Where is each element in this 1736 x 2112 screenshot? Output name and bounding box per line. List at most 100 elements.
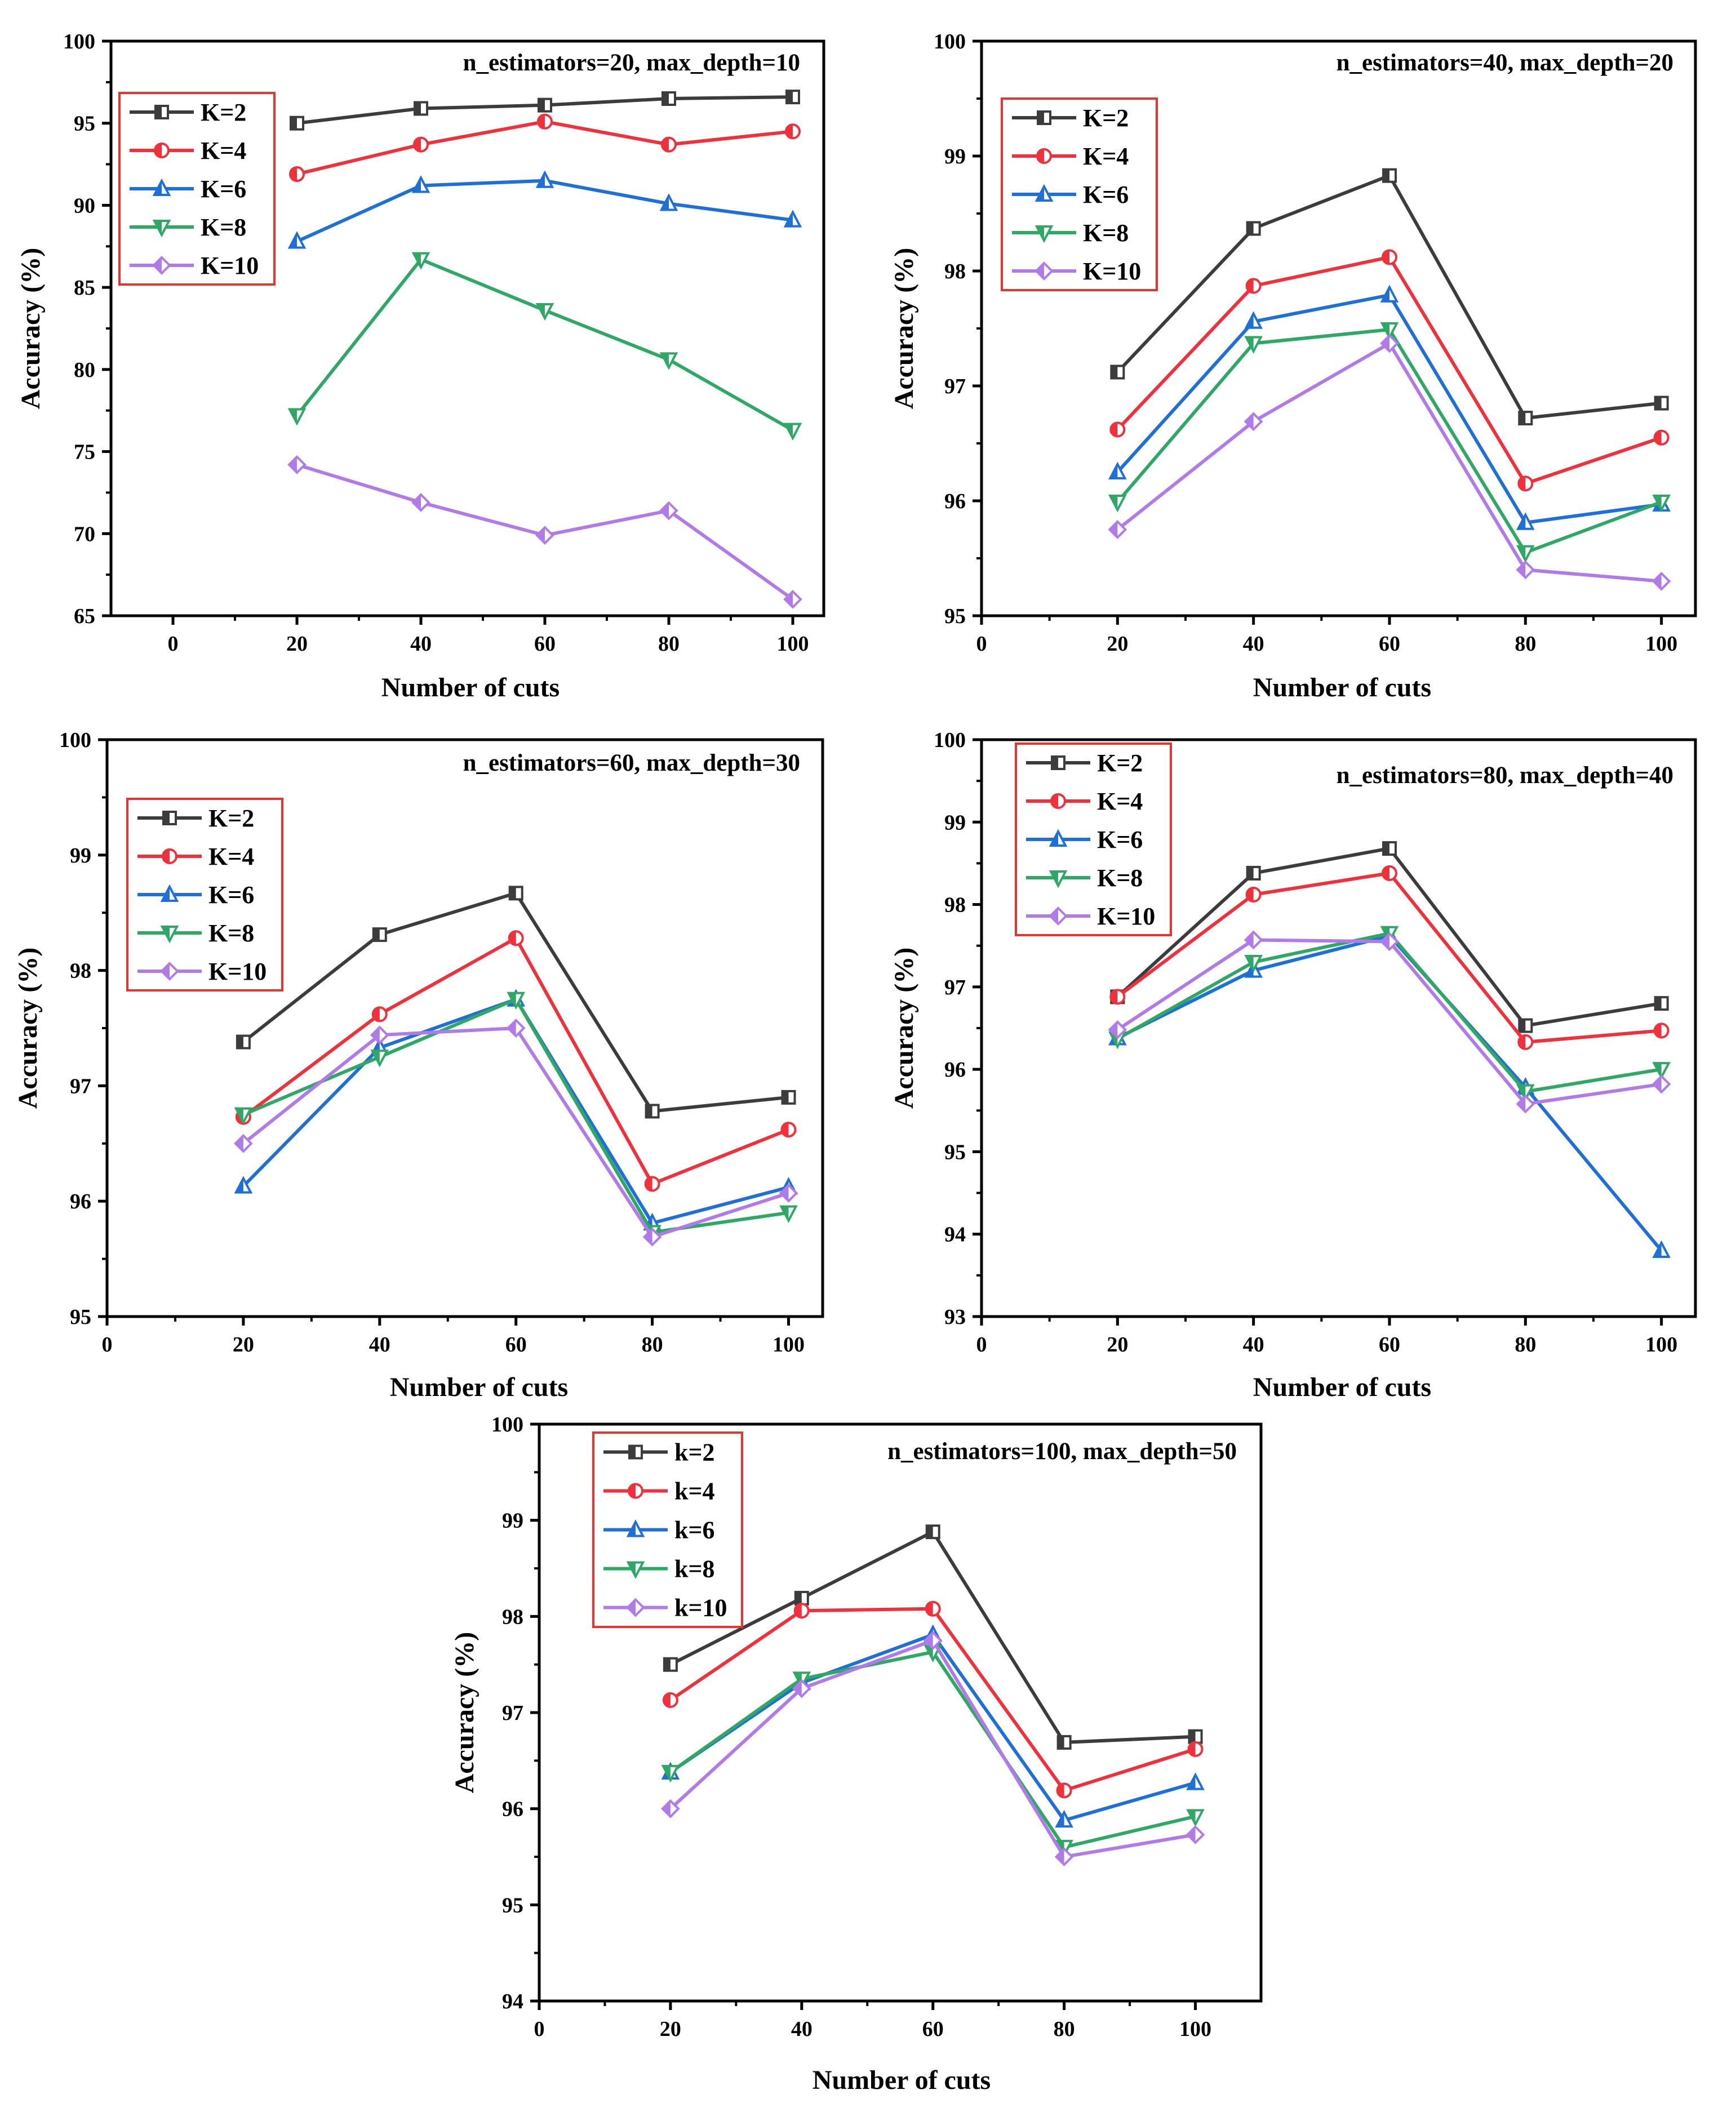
y-tick-label: 96 xyxy=(502,1798,523,1821)
x-tick-label: 100 xyxy=(1179,2017,1211,2041)
legend-label-k=4: k=4 xyxy=(674,1478,715,1505)
series-line-K=10 xyxy=(1116,341,1662,583)
y-tick-label: 90 xyxy=(74,194,95,217)
chart-panel-3: 95 96 97 98 99 100 0 20 40 60 80 100 Number of cuts A… xyxy=(13,728,824,1402)
y-tick-label: 98 xyxy=(70,959,91,983)
x-tick-label: 0 xyxy=(534,2017,545,2041)
legend-label-K=10: K=10 xyxy=(201,252,259,279)
x-tick-label: 80 xyxy=(1515,1333,1536,1357)
chart-title: n_estimators=80, max_depth=40 xyxy=(1337,762,1673,789)
x-axis-label: Number of cuts xyxy=(812,2065,991,2095)
legend: K=2 K=4 K=6 K=8 K=10 xyxy=(118,92,276,286)
x-tick-label: 80 xyxy=(1515,632,1536,656)
legend-label-K=4: K=4 xyxy=(208,843,254,870)
x-tick-label: 40 xyxy=(410,632,432,656)
y-tick-label: 95 xyxy=(70,1305,91,1329)
legend-label-K=8: K=8 xyxy=(201,214,246,241)
x-tick-label: 40 xyxy=(1243,1333,1264,1357)
legend-label-K=10: K=10 xyxy=(1083,257,1141,285)
y-tick-label: 100 xyxy=(63,30,95,54)
x-tick-label: 20 xyxy=(1107,632,1128,656)
y-tick-label: 70 xyxy=(74,522,95,546)
legend: K=2 K=4 K=6 K=8 K=10 xyxy=(126,798,283,991)
chart-panel-5: 94 95 96 97 98 99 100 0 20 40 60 80 100 Number of cut… xyxy=(450,1413,1263,2095)
x-axis-label: Number of cuts xyxy=(1253,1372,1431,1402)
legend-label-K=4: K=4 xyxy=(201,137,246,164)
x-tick-label: 40 xyxy=(791,2017,812,2041)
x-tick-label: 100 xyxy=(777,632,809,656)
legend-label-K=6: K=6 xyxy=(1083,181,1129,208)
y-tick-label: 99 xyxy=(944,145,966,168)
series-line-K=8 xyxy=(1116,328,1662,554)
legend-label-K=6: K=6 xyxy=(208,881,254,909)
x-tick-label: 60 xyxy=(1379,632,1400,656)
y-tick-label: 93 xyxy=(944,1305,966,1329)
x-tick-label: 60 xyxy=(922,2017,944,2041)
legend-label-K=2: K=2 xyxy=(1097,749,1143,777)
series-line-k=10 xyxy=(669,1639,1196,1858)
y-tick-label: 85 xyxy=(74,276,95,300)
y-axis-label: Accuracy (%) xyxy=(16,248,46,410)
y-tick-label: 97 xyxy=(944,375,966,398)
x-tick-label: 60 xyxy=(505,1333,527,1357)
y-tick-label: 100 xyxy=(491,1413,523,1437)
x-tick-label: 80 xyxy=(1054,2017,1075,2041)
y-axis-label: Accuracy (%) xyxy=(889,248,919,410)
series-line-k=6 xyxy=(669,1633,1196,1822)
y-tick-label: 94 xyxy=(502,1990,523,2013)
x-tick-label: 100 xyxy=(1645,1333,1677,1357)
y-tick-label: 65 xyxy=(74,604,95,628)
x-tick-label: 60 xyxy=(1379,1333,1400,1357)
y-tick-label: 75 xyxy=(74,441,95,464)
legend-label-k=10: k=10 xyxy=(674,1594,727,1622)
series-line-K=10 xyxy=(242,1026,789,1239)
legend: K=2 K=4 K=6 K=8 K=10 xyxy=(1015,742,1172,936)
legend-label-K=8: K=8 xyxy=(1097,864,1143,892)
x-tick-label: 20 xyxy=(233,1333,254,1357)
series-line-K=6 xyxy=(296,179,793,243)
legend-label-k=2: k=2 xyxy=(674,1439,715,1466)
y-tick-label: 98 xyxy=(502,1605,523,1629)
x-tick-label: 60 xyxy=(534,632,556,656)
x-tick-label: 20 xyxy=(1107,1333,1128,1357)
y-tick-label: 95 xyxy=(502,1893,523,1917)
x-tick-label: 20 xyxy=(660,2017,681,2041)
y-tick-label: 95 xyxy=(74,112,95,136)
x-tick-label: 80 xyxy=(642,1333,663,1357)
y-tick-label: 80 xyxy=(74,358,95,382)
series-line-k=8 xyxy=(669,1650,1196,1849)
x-tick-label: 40 xyxy=(369,1333,390,1357)
x-tick-label: 0 xyxy=(976,632,987,656)
y-tick-label: 98 xyxy=(944,893,966,917)
x-tick-label: 0 xyxy=(976,1333,987,1357)
series-line-K=8 xyxy=(295,257,794,432)
y-tick-label: 95 xyxy=(944,604,966,628)
series-line-K=10 xyxy=(1116,938,1662,1106)
chart-title: n_estimators=40, max_depth=20 xyxy=(1337,50,1673,76)
legend-label-K=6: K=6 xyxy=(201,175,246,203)
y-tick-label: 97 xyxy=(502,1701,523,1725)
y-tick-label: 100 xyxy=(59,728,91,752)
y-axis-label: Accuracy (%) xyxy=(13,948,43,1109)
y-tick-label: 99 xyxy=(502,1509,523,1533)
x-tick-label: 0 xyxy=(102,1333,113,1357)
legend-label-K=10: K=10 xyxy=(1097,902,1155,930)
y-axis-label: Accuracy (%) xyxy=(450,1632,479,1794)
legend-label-k=6: k=6 xyxy=(674,1517,715,1544)
legend-label-K=10: K=10 xyxy=(208,958,267,985)
y-tick-label: 96 xyxy=(944,1058,966,1082)
legend-label-K=6: K=6 xyxy=(1097,826,1143,853)
legend-label-K=8: K=8 xyxy=(1083,219,1129,247)
legend: k=2 k=4 k=6 k=8 k=10 xyxy=(592,1431,743,1628)
legend-label-K=2: K=2 xyxy=(208,804,254,832)
x-tick-label: 20 xyxy=(286,632,308,656)
chart-title: n_estimators=100, max_depth=50 xyxy=(887,1438,1237,1465)
legend-label-K=4: K=4 xyxy=(1083,143,1129,170)
chart-title: n_estimators=60, max_depth=30 xyxy=(463,750,800,776)
y-tick-label: 97 xyxy=(944,976,966,999)
legend-label-K=4: K=4 xyxy=(1097,788,1143,815)
x-tick-label: 100 xyxy=(1645,632,1677,656)
y-tick-label: 98 xyxy=(944,260,966,283)
y-tick-label: 97 xyxy=(70,1074,91,1098)
